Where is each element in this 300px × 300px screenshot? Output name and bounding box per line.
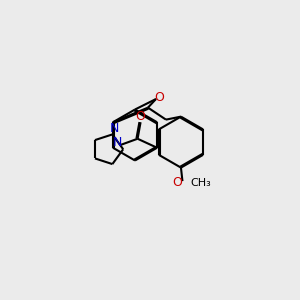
Text: N: N [110,122,119,135]
Text: O: O [155,91,164,104]
Text: O: O [136,110,146,123]
Text: CH₃: CH₃ [190,178,211,188]
Text: N: N [113,136,122,149]
Text: O: O [172,176,182,189]
